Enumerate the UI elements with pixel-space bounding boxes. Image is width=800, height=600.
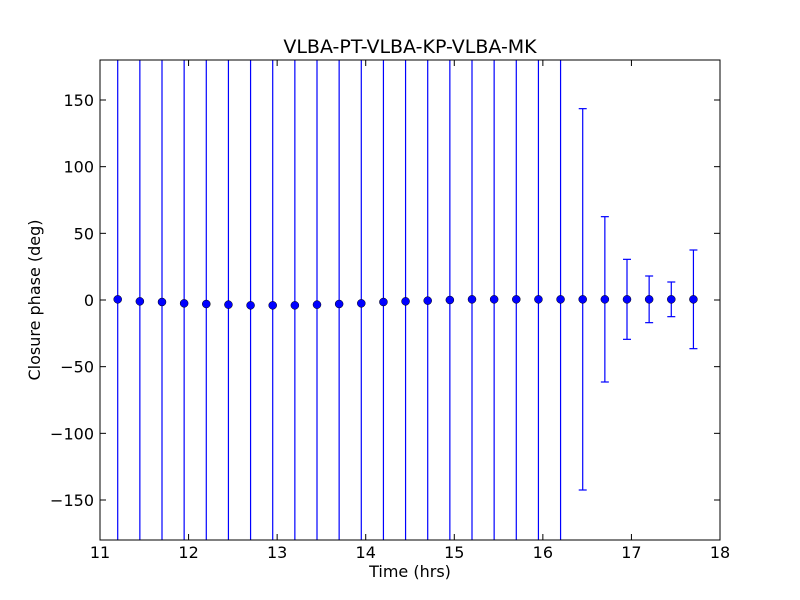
x-tick-label: 18 [710, 543, 730, 562]
marker [202, 299, 211, 309]
marker [379, 297, 388, 307]
marker [113, 295, 122, 304]
x-tick-label: 17 [621, 543, 641, 562]
data-point-10 [312, 60, 322, 540]
data-point-27 [689, 249, 698, 350]
marker [290, 301, 300, 310]
marker [445, 295, 455, 305]
marker [334, 299, 344, 309]
marker [578, 295, 587, 304]
y-tick-label: −100 [50, 424, 94, 443]
y-tick-label: 150 [63, 91, 94, 110]
data-point-17 [467, 60, 477, 540]
chart-title: VLBA-PT-VLBA-KP-VLBA-MK [283, 36, 537, 58]
x-tick-label: 12 [178, 543, 198, 562]
marker [224, 300, 233, 309]
data-point-20 [534, 60, 543, 540]
x-tick-label: 16 [533, 543, 553, 562]
data-point-15 [423, 60, 432, 540]
data-point-2 [135, 60, 145, 540]
x-tick-label: 13 [267, 543, 287, 562]
data-point-1 [113, 60, 122, 540]
marker [357, 299, 366, 308]
data-point-14 [401, 60, 410, 540]
data-point-4 [179, 60, 189, 540]
data-point-23 [600, 216, 610, 383]
data-point-25 [644, 275, 654, 324]
data-point-24 [622, 258, 632, 340]
marker [644, 295, 654, 304]
marker [689, 295, 698, 304]
x-tick-label: 14 [356, 543, 376, 562]
marker [667, 295, 676, 304]
data-point-5 [202, 60, 211, 540]
data-point-3 [157, 60, 167, 540]
y-tick-label: −50 [60, 358, 94, 377]
data-point-7 [246, 60, 255, 540]
y-tick-label: 50 [74, 224, 94, 243]
marker [600, 295, 610, 304]
data-point-8 [268, 60, 277, 540]
data-point-21 [556, 60, 565, 540]
data-point-11 [334, 60, 344, 540]
marker [179, 299, 189, 308]
data-point-19 [512, 60, 521, 540]
marker [423, 296, 432, 305]
data-point-22 [578, 108, 587, 491]
x-tick-label: 15 [444, 543, 464, 562]
marker [534, 295, 543, 304]
marker [401, 297, 410, 306]
data-point-9 [290, 60, 300, 540]
y-tick-label: 0 [84, 291, 94, 310]
y-tick-label: 100 [63, 158, 94, 177]
x-axis-label: Time (hrs) [368, 562, 451, 581]
data-point-26 [667, 281, 676, 318]
marker [135, 297, 145, 306]
data-point-12 [357, 60, 366, 540]
data-point-18 [489, 60, 499, 540]
data-point-6 [224, 60, 233, 540]
marker [312, 300, 322, 309]
marker [246, 301, 255, 310]
marker [489, 295, 499, 304]
marker [467, 295, 477, 304]
axis-ticks: 11 12 13 14 15 16 17 18 −150 −100 −50 0 50 100 150 [50, 60, 730, 562]
data-point-13 [379, 60, 388, 540]
marker [556, 295, 565, 304]
x-tick-label: 11 [90, 543, 110, 562]
marker [622, 295, 632, 304]
data-point-16 [445, 60, 455, 540]
y-axis-label: Closure phase (deg) [25, 219, 44, 380]
marker [157, 297, 167, 307]
plot-area [113, 60, 698, 540]
marker [512, 295, 521, 304]
marker [268, 301, 277, 310]
y-tick-label: −150 [50, 491, 94, 510]
